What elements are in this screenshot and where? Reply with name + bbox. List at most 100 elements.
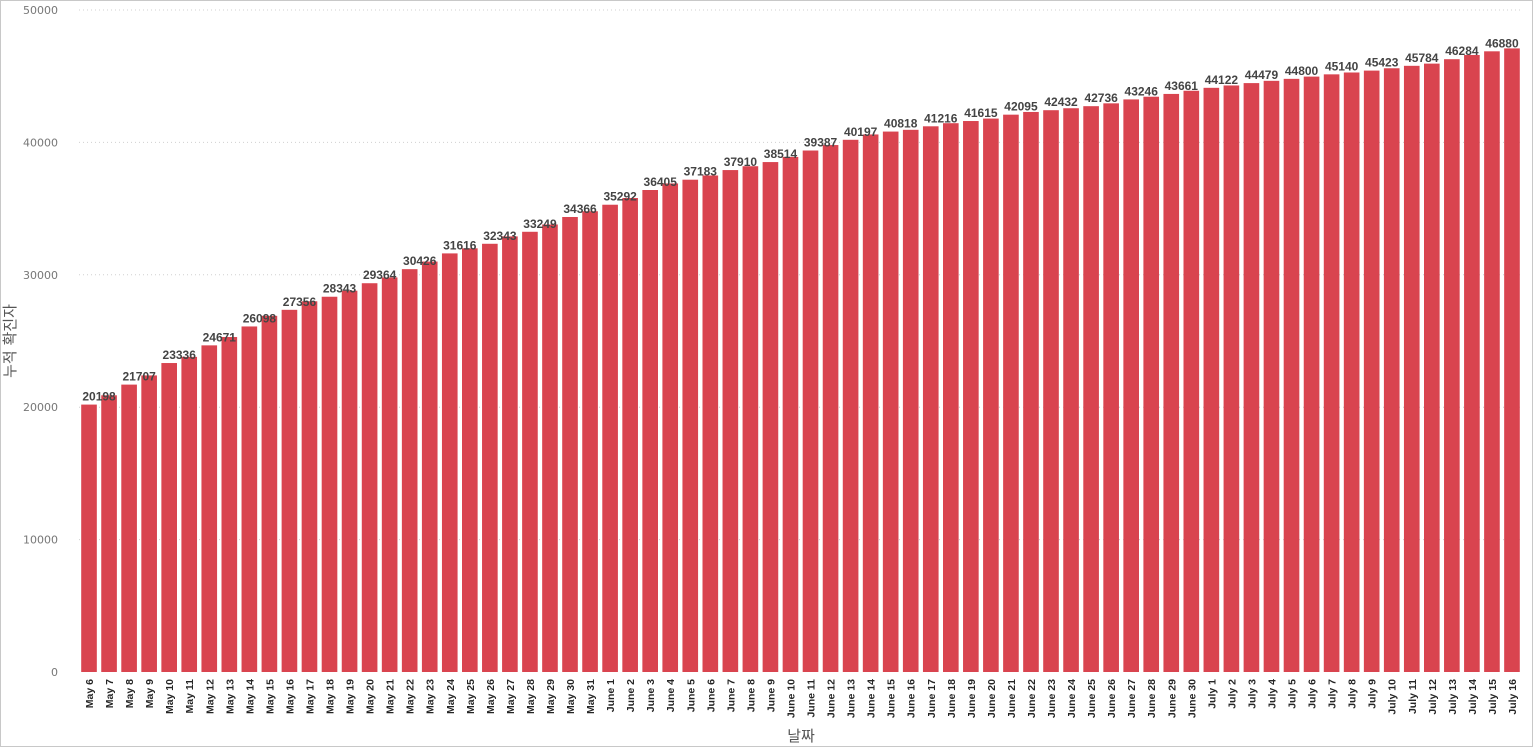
bar[interactable] [141, 375, 157, 672]
bar[interactable] [1123, 99, 1139, 673]
bar[interactable] [462, 248, 478, 672]
x-tick-label: June 19 [966, 679, 978, 718]
bar[interactable] [1263, 80, 1280, 672]
y-tick-label: 30000 [23, 269, 58, 282]
data-labels: 20198 21707 23336 24671 26098 27356 28343 29364… [82, 36, 1519, 403]
x-tick-label: June 4 [665, 679, 677, 712]
data-label: 45784 [1405, 51, 1439, 65]
bar[interactable] [762, 162, 779, 672]
bar[interactable] [101, 395, 117, 672]
bar[interactable] [1143, 96, 1160, 673]
y-tick-label: 0 [51, 666, 58, 679]
bar[interactable] [622, 198, 638, 672]
bar[interactable] [1403, 65, 1420, 672]
bar[interactable] [602, 204, 618, 673]
bar[interactable] [281, 309, 298, 672]
bar[interactable] [522, 231, 538, 672]
bar[interactable] [682, 179, 699, 672]
bar[interactable] [862, 134, 879, 672]
bar[interactable] [241, 326, 258, 672]
bar[interactable] [421, 261, 438, 672]
bar[interactable] [902, 129, 919, 672]
bar[interactable] [1464, 55, 1480, 672]
bar[interactable] [1323, 74, 1340, 673]
bar[interactable] [1484, 51, 1500, 673]
bar[interactable] [121, 384, 137, 672]
bar[interactable] [1343, 72, 1360, 673]
bar[interactable] [822, 145, 839, 673]
x-tick-label: June 2 [625, 679, 637, 712]
bar[interactable] [722, 170, 739, 672]
bar[interactable] [261, 315, 278, 672]
data-label: 35292 [603, 190, 637, 204]
bar[interactable] [562, 216, 578, 673]
x-tick-label: July 5 [1287, 679, 1299, 709]
bar[interactable] [1103, 103, 1119, 673]
y-tick-label: 40000 [23, 136, 58, 149]
bar[interactable] [1303, 76, 1320, 673]
bar[interactable] [702, 175, 719, 673]
bar[interactable] [401, 269, 418, 672]
bar[interactable] [1283, 78, 1300, 673]
bar[interactable] [441, 253, 458, 672]
bar[interactable] [983, 118, 999, 672]
bar[interactable] [1363, 70, 1380, 673]
x-tick-label: May 6 [84, 679, 96, 708]
x-tick-label: June 20 [986, 679, 998, 718]
data-label: 41615 [964, 106, 998, 120]
bar[interactable] [341, 290, 358, 672]
bar[interactable] [1243, 83, 1260, 673]
bar[interactable] [1504, 48, 1520, 672]
bar[interactable] [321, 296, 338, 672]
x-tick-label: June 16 [906, 679, 918, 718]
bar[interactable] [1023, 111, 1039, 672]
bar[interactable] [181, 356, 198, 672]
bar[interactable] [1424, 63, 1440, 673]
bar[interactable] [1223, 85, 1240, 673]
bar[interactable] [1083, 106, 1099, 673]
bar[interactable] [662, 183, 679, 672]
x-tick-label: July 11 [1407, 679, 1419, 714]
bar[interactable] [1203, 87, 1220, 672]
bar[interactable] [1003, 114, 1019, 672]
bar[interactable] [381, 277, 398, 672]
bar[interactable] [802, 150, 819, 672]
bar[interactable] [502, 236, 518, 672]
x-tick-label: June 18 [946, 679, 958, 718]
bar[interactable] [1063, 108, 1079, 673]
bar[interactable] [81, 404, 97, 672]
x-tick-label: June 3 [645, 679, 657, 712]
bar[interactable] [201, 345, 218, 672]
x-tick-label: May 19 [345, 679, 357, 714]
x-tick-label: July 10 [1387, 679, 1399, 715]
bar[interactable] [1043, 110, 1059, 672]
data-label: 46284 [1445, 44, 1479, 58]
bar[interactable] [482, 243, 498, 672]
bar[interactable] [161, 363, 177, 672]
bar[interactable] [1183, 90, 1200, 672]
bar[interactable] [542, 224, 558, 673]
x-tick-label: June 7 [725, 679, 737, 712]
bar[interactable] [1163, 93, 1180, 673]
data-label: 41216 [924, 111, 958, 125]
bar[interactable] [1444, 59, 1460, 672]
bar[interactable] [963, 121, 979, 672]
bar[interactable] [742, 166, 759, 673]
bar[interactable] [782, 156, 799, 672]
bar[interactable] [882, 131, 899, 672]
x-tick-label: June 9 [765, 679, 777, 712]
x-tick-label: May 23 [425, 679, 437, 714]
bar[interactable] [943, 123, 959, 672]
x-tick-label: July 12 [1427, 679, 1439, 715]
bar[interactable] [221, 337, 238, 672]
bar[interactable] [582, 211, 598, 672]
bar[interactable] [1383, 68, 1400, 672]
bar[interactable] [842, 139, 859, 673]
data-label: 36405 [644, 175, 678, 189]
x-tick-label: May 30 [565, 679, 577, 714]
bar[interactable] [642, 190, 658, 672]
bar[interactable] [361, 283, 378, 672]
bar[interactable] [301, 301, 318, 672]
bar[interactable] [922, 126, 939, 673]
